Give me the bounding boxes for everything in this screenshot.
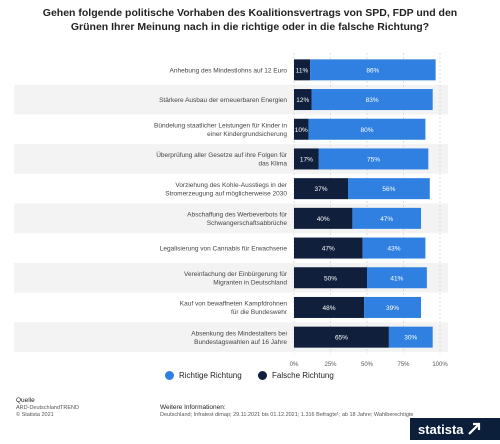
data-label: 43% [388,246,401,253]
category-label: das Klima [258,161,287,168]
data-label: 37% [315,186,328,193]
info-block: Weitere Informationen: Deutschland; Infr… [160,404,413,419]
data-label: 48% [323,305,336,312]
data-label: 40% [317,216,330,223]
legend-richtig[interactable]: Richtige Richtung [165,371,242,380]
data-label: 83% [366,97,379,104]
bar-segment [294,326,389,348]
category-label: Stromerzeugung auf möglicherweise 2030 [165,190,287,197]
category-label: für die Bundeswehr [231,309,288,316]
bar-segment [294,118,309,140]
category-label: Überprüfung aller Gesetze auf ihre Folge… [156,151,288,159]
source-heading: Quelle [16,397,35,404]
legend-falsch-label: Falsche Richtung [272,371,334,380]
category-label: Migranten in Deutschland [213,280,287,287]
bar-segment [294,207,353,229]
category-label: Legalisierung von Cannabis für Erwachsen… [160,246,288,253]
data-label: 10% [295,127,308,134]
category-label: Vereinfachung der Einbürgerung für [184,271,288,278]
legend-richtig-label: Richtige Richtung [179,371,242,380]
category-label: einer Kindergrundsicherung [207,131,287,138]
category-label: Bundestagswahlen auf 16 Jahre [194,339,287,346]
bar-segment [362,237,426,259]
data-label: 47% [380,216,393,223]
bar-segment [352,207,422,229]
statista-logo[interactable]: statista [410,418,500,440]
statista-logo-text: statista [418,421,464,437]
data-label: 17% [300,156,313,163]
data-label: 11% [296,67,309,74]
bar-segment [294,148,319,170]
legend-falsch[interactable]: Falsche Richtung [258,371,334,380]
chart-title: Gehen folgende politische Vorhaben des K… [0,6,500,34]
bar-segment [294,178,349,200]
x-tick-label: 25% [324,362,337,368]
category-label: Kauf von bewaffneten Kampfdrohnen [180,301,288,308]
statista-logo-icon [467,422,480,435]
category-label: Vorziehung des Kohle-Ausstiegs in der [175,182,287,189]
chart-title-line-2: Grünen Ihrer Meinung nach in die richtig… [70,21,430,33]
category-label: Anhebung des Mindestlohns auf 12 Euro [170,67,288,74]
x-tick-label: 75% [397,362,410,368]
data-label: 30% [404,335,417,342]
data-label: 75% [367,156,380,163]
data-label: 12% [296,97,309,104]
category-label: Absenkung des Mindestalters bei [191,330,287,337]
source-line-2: © Statista 2021 [16,412,54,418]
category-label: Bündelung staatlicher Leistungen für Kin… [154,123,287,130]
bar-segment [388,326,433,348]
legend-richtig-swatch [165,371,174,380]
bar-segment [348,178,430,200]
data-label: 65% [335,335,348,342]
bar-segment [294,267,367,289]
category-label: Abschaffung des Werbeverbots für [187,212,288,219]
data-label: 86% [366,67,379,74]
source-line-1: ARD-DeutschlandTREND [16,404,79,411]
bar-segment [367,267,427,289]
bar-segment [294,89,312,111]
x-tick-label: 50% [361,362,374,368]
bar-segment [294,296,365,318]
data-label: 41% [390,275,403,282]
chart-title-line-1: Gehen folgende politische Vorhaben des K… [42,7,458,19]
info-heading: Weitere Informationen: [160,404,226,411]
data-label: 80% [360,127,373,134]
bar-segment [311,89,433,111]
bar-segment [318,148,429,170]
bar-segment [308,118,426,140]
data-label: 47% [322,246,335,253]
x-tick-label: 100% [432,362,448,368]
bar-segment [364,296,422,318]
source-block: Quelle ARD-DeutschlandTREND © Statista 2… [16,397,79,420]
category-label: Schwangerschaftsabbrüche [207,220,288,227]
bar-chart: 0%25%50%75%100%Anteil der Befragten11%86… [14,53,448,368]
data-label: 50% [324,275,337,282]
data-label: 39% [386,305,399,312]
info-text: Deutschland; Infratest dimap; 29.11.2021… [160,411,414,418]
bar-segment [294,59,311,81]
category-label: Stärkere Ausbau der erneuerbaren Energie… [159,97,287,104]
bar-segment [310,59,436,81]
x-tick-label: 0% [290,362,299,368]
bar-segment [294,237,363,259]
legend-falsch-swatch [258,371,267,380]
data-label: 56% [382,186,395,193]
